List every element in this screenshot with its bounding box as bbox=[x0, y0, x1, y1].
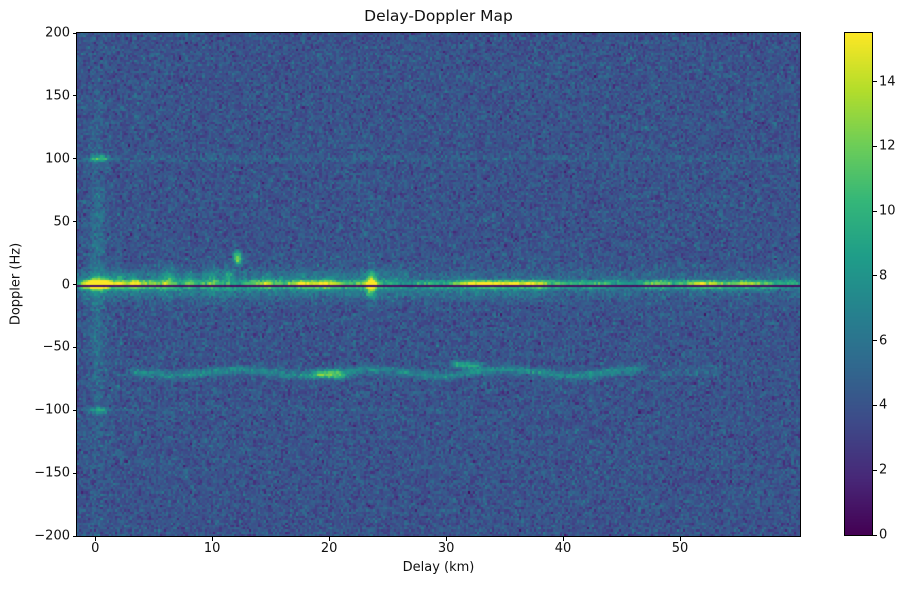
x-tick-label: 30 bbox=[437, 541, 455, 556]
colorbar-tick-mark bbox=[873, 534, 877, 536]
colorbar bbox=[844, 32, 873, 536]
y-tick-mark bbox=[72, 472, 76, 474]
colorbar-canvas bbox=[845, 33, 872, 535]
x-tick-label: 40 bbox=[554, 541, 572, 556]
x-tick-mark bbox=[328, 537, 330, 541]
colorbar-tick-label: 12 bbox=[879, 138, 896, 154]
y-tick-mark bbox=[72, 32, 76, 34]
chart-title: Delay-Doppler Map bbox=[364, 7, 513, 25]
colorbar-tick-mark bbox=[873, 210, 877, 212]
x-tick-mark bbox=[211, 537, 213, 541]
colorbar-tick-mark bbox=[873, 275, 877, 277]
y-tick-mark bbox=[72, 346, 76, 348]
y-tick-label: −200 bbox=[34, 528, 70, 544]
x-tick-label: 0 bbox=[91, 541, 100, 556]
y-axis-label: Doppler (Hz) bbox=[8, 242, 24, 326]
colorbar-tick-label: 4 bbox=[879, 397, 888, 413]
y-tick-label: 0 bbox=[61, 277, 70, 292]
colorbar-tick-mark bbox=[873, 145, 877, 147]
colorbar-tick-label: 8 bbox=[879, 268, 888, 284]
x-tick-label: 20 bbox=[320, 541, 338, 556]
plot-area bbox=[76, 32, 801, 537]
y-tick-label: 150 bbox=[45, 88, 70, 104]
x-axis-label: Delay (km) bbox=[402, 560, 475, 575]
y-tick-label: 200 bbox=[45, 25, 70, 41]
y-tick-mark bbox=[72, 95, 76, 97]
y-tick-label: −100 bbox=[34, 402, 70, 418]
y-tick-mark bbox=[72, 535, 76, 537]
colorbar-tick-label: 2 bbox=[879, 462, 888, 478]
y-tick-label: 50 bbox=[53, 214, 70, 230]
colorbar-tick-label: 6 bbox=[879, 333, 888, 349]
y-tick-mark bbox=[72, 158, 76, 160]
colorbar-tick-mark bbox=[873, 404, 877, 406]
x-tick-mark bbox=[94, 537, 96, 541]
y-tick-label: −50 bbox=[42, 339, 70, 355]
heatmap-canvas bbox=[77, 33, 800, 536]
colorbar-tick-mark bbox=[873, 340, 877, 342]
x-tick-mark bbox=[562, 537, 564, 541]
y-tick-mark bbox=[72, 409, 76, 411]
colorbar-tick-label: 0 bbox=[879, 527, 888, 543]
x-tick-label: 10 bbox=[203, 541, 221, 556]
x-tick-label: 50 bbox=[671, 541, 689, 556]
colorbar-tick-mark bbox=[873, 469, 877, 471]
x-tick-mark bbox=[679, 537, 681, 541]
colorbar-tick-label: 10 bbox=[879, 203, 896, 219]
y-tick-label: 100 bbox=[45, 151, 70, 167]
colorbar-tick-label: 14 bbox=[879, 74, 896, 90]
y-tick-mark bbox=[72, 221, 76, 223]
y-tick-mark bbox=[72, 284, 76, 285]
y-tick-label: −150 bbox=[34, 465, 70, 481]
x-tick-mark bbox=[445, 537, 447, 541]
colorbar-tick-mark bbox=[873, 81, 877, 83]
